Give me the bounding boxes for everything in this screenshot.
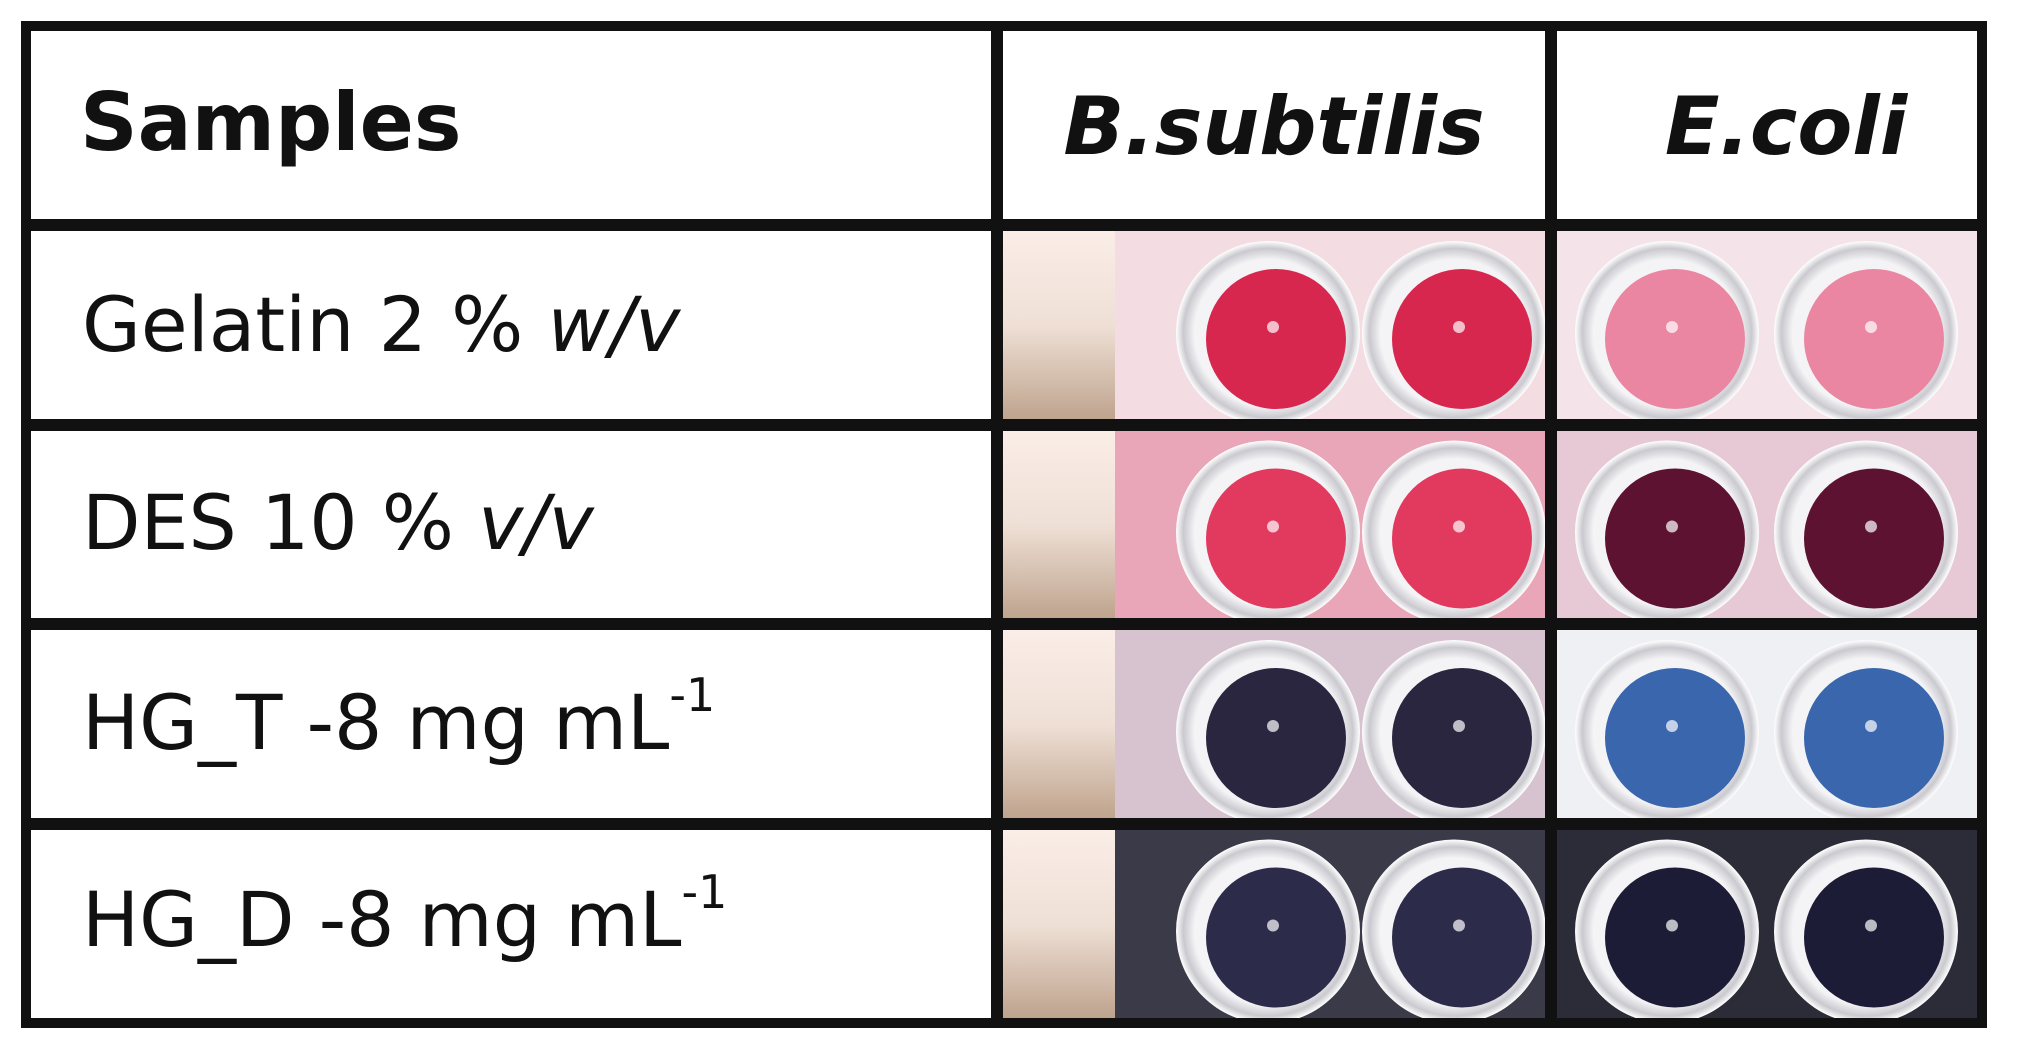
- well: [1804, 867, 1944, 1008]
- well: [1804, 269, 1944, 409]
- well: [1392, 468, 1532, 609]
- well-highlight: [1267, 321, 1279, 333]
- strip: [997, 225, 1115, 425]
- header-bsubtilis: B.subtilis: [1063, 80, 1484, 173]
- well: [1392, 867, 1532, 1008]
- strip: [997, 425, 1115, 624]
- well: [1206, 468, 1346, 609]
- well-highlight: [1267, 919, 1279, 932]
- well: [1605, 269, 1745, 409]
- well: [1206, 668, 1346, 808]
- row-label: Gelatin 2 % w/v: [82, 280, 681, 369]
- well: [1804, 668, 1944, 808]
- well-highlight: [1666, 919, 1678, 932]
- well: [1605, 468, 1745, 609]
- well: [1206, 867, 1346, 1008]
- well: [1605, 668, 1745, 808]
- well-highlight: [1865, 919, 1877, 932]
- label: HG_D -8 mg mL: [82, 875, 681, 964]
- well-highlight: [1453, 720, 1465, 732]
- well: [1804, 468, 1944, 609]
- header-samples: Samples: [80, 76, 462, 169]
- well: [1392, 668, 1532, 808]
- well-highlight: [1865, 720, 1877, 732]
- label-italic: v/v: [478, 478, 595, 567]
- well-highlight: [1267, 720, 1279, 732]
- well-highlight: [1267, 520, 1279, 533]
- well-highlight: [1865, 520, 1877, 533]
- well: [1206, 269, 1346, 409]
- label-sup: -1: [681, 865, 727, 919]
- label-italic: w/v: [547, 280, 681, 369]
- well-highlight: [1453, 520, 1465, 533]
- label-sup: -1: [669, 668, 715, 722]
- well-highlight: [1666, 321, 1678, 333]
- well-images: [997, 225, 1982, 1024]
- label: HG_T -8 mg mL: [82, 678, 669, 767]
- label: DES 10 %: [82, 478, 454, 567]
- outer-border: [21, 21, 1987, 1028]
- well-highlight: [1453, 321, 1465, 333]
- strip: [997, 824, 1115, 1023]
- well-highlight: [1666, 520, 1678, 533]
- well: [1605, 867, 1745, 1008]
- header-ecoli: E.coli: [1665, 80, 1909, 173]
- well-highlight: [1865, 321, 1877, 333]
- row-label: HG_T -8 mg mL-1: [82, 668, 715, 768]
- well-highlight: [1453, 919, 1465, 932]
- strip: [997, 624, 1115, 824]
- table-borders: [21, 21, 1987, 1028]
- row-label: HG_D -8 mg mL-1: [82, 865, 727, 965]
- well: [1392, 269, 1532, 409]
- label: Gelatin 2 %: [82, 280, 523, 369]
- well-highlight: [1666, 720, 1678, 732]
- row-label: DES 10 % v/v: [82, 478, 595, 567]
